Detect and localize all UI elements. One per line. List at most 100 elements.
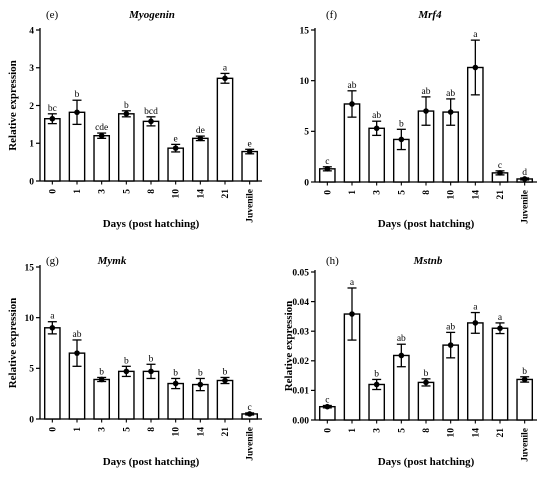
x-tick-label: 1 (73, 427, 83, 432)
x-tick-label: 3 (373, 190, 383, 195)
x-tick-label: 3 (98, 189, 108, 194)
y-tick-label: 4 (29, 26, 34, 36)
x-tick-label: 1 (73, 189, 83, 194)
panel-f: (f) Mrf4 0 5 10 15 c 0 ab 1 ab 3 b 5 ab 8 ab 10 a 14 c 21 d Juv… (300, 9, 537, 230)
data-point (197, 381, 204, 388)
x-tick-label: Juvenile (246, 189, 256, 223)
data-point (172, 145, 179, 151)
data-point (172, 380, 179, 387)
y-tick-label: 0.05 (292, 268, 309, 278)
x-tick-label: 10 (172, 427, 182, 437)
x-tick-label: 1 (348, 190, 358, 195)
chart-title: Myogenin (128, 9, 175, 21)
y-tick-label: 10 (300, 77, 310, 87)
x-tick-label: 21 (221, 427, 231, 437)
significance-letter: a (50, 312, 55, 322)
bar (142, 120, 160, 182)
bar (93, 378, 111, 420)
y-tick-label: 0 (304, 178, 309, 188)
y-axis-label: Relative expression (7, 298, 19, 389)
y-tick-label: 0.02 (292, 357, 309, 367)
significance-letter: b (223, 367, 228, 377)
data-point (123, 368, 130, 375)
y-tick-label: 0.00 (292, 416, 309, 426)
significance-letter: a (350, 278, 355, 288)
significance-letter: e (248, 139, 252, 149)
y-tick-label: 2 (29, 102, 34, 112)
x-tick-label: 5 (122, 189, 132, 194)
x-axis-label: Days (post hatching) (103, 218, 200, 230)
significance-letter: de (196, 126, 205, 136)
bar (466, 322, 484, 421)
x-tick-label: 5 (397, 190, 407, 195)
bar (117, 370, 135, 420)
significance-letter: d (522, 168, 527, 178)
x-tick-label: 8 (147, 427, 157, 432)
significance-letter: ab (372, 111, 381, 121)
significance-letter: a (223, 63, 228, 73)
chart-title: Mstnb (413, 255, 443, 267)
data-point (49, 325, 56, 331)
x-tick-label: 21 (496, 190, 506, 200)
significance-letter: cde (95, 123, 108, 133)
significance-letter: e (174, 134, 178, 144)
significance-letter: bc (48, 104, 57, 114)
bar (368, 127, 386, 183)
x-tick-label: 0 (48, 189, 58, 194)
x-tick-label: Juvenile (521, 190, 531, 224)
data-point (349, 311, 355, 317)
bar (491, 327, 509, 421)
data-point (74, 350, 80, 356)
bar (93, 134, 111, 182)
significance-letter: ab (397, 334, 406, 344)
significance-letter: b (75, 90, 80, 100)
y-tick-label: 0.01 (292, 387, 309, 397)
x-tick-label: 14 (196, 189, 206, 199)
panel-g: (g) Mymk Relative expression 0 5 10 15 a 0 ab 1 b 3 b… (7, 255, 262, 468)
x-tick-label: 3 (98, 427, 108, 432)
significance-letter: a (498, 313, 503, 323)
x-tick-label: 10 (172, 189, 182, 199)
x-tick-label: 3 (373, 428, 383, 433)
y-tick-label: 0 (29, 415, 34, 425)
panel-letter: (g) (46, 255, 59, 267)
y-tick-label: 0 (29, 177, 34, 187)
data-point (148, 118, 154, 125)
x-tick-label: 0 (323, 428, 333, 433)
bar (167, 147, 185, 182)
bar (191, 137, 209, 182)
data-point (472, 64, 479, 71)
data-point (423, 379, 429, 386)
significance-letter: bcd (144, 107, 158, 117)
bar (241, 150, 259, 182)
data-point (222, 377, 228, 384)
x-axis-label: Days (post hatching) (378, 456, 475, 468)
y-tick-label: 10 (25, 314, 35, 324)
x-tick-label: 1 (348, 428, 358, 433)
data-point (246, 148, 253, 155)
significance-letter: b (198, 368, 203, 378)
y-tick-label: 5 (29, 365, 34, 375)
panel-letter: (f) (326, 9, 337, 21)
x-tick-label: 8 (422, 428, 432, 433)
x-tick-label: 0 (48, 427, 58, 432)
significance-letter: b (149, 354, 154, 364)
data-point (222, 75, 228, 82)
x-tick-label: 8 (422, 190, 432, 195)
y-tick-label: 1 (29, 140, 34, 150)
y-tick-label: 0.03 (292, 328, 309, 338)
x-tick-label: 14 (471, 190, 481, 200)
x-tick-label: 14 (471, 428, 481, 438)
panel-letter: (e) (46, 9, 59, 21)
data-point (447, 342, 454, 348)
x-tick-label: 10 (447, 190, 457, 200)
data-point (373, 381, 380, 388)
bar (117, 113, 135, 182)
x-tick-label: 14 (196, 427, 206, 437)
data-point (497, 325, 503, 332)
bar (516, 378, 534, 421)
y-tick-label: 5 (304, 128, 309, 138)
panel-e: (e) Myogenin Relative expression 0 1 2 3 4 bc 0 b 1… (7, 9, 262, 230)
significance-letter: ab (446, 89, 455, 99)
